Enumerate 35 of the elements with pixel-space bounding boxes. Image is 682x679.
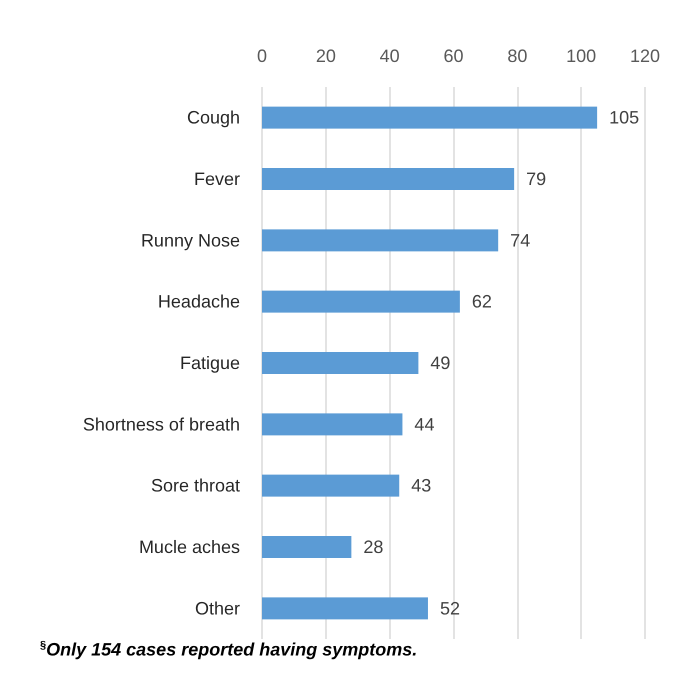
- bar: [262, 229, 498, 252]
- bar: [262, 474, 400, 497]
- y-tick-label: Fever: [194, 169, 240, 189]
- x-tick-label: 80: [507, 46, 528, 66]
- x-tick-label: 40: [380, 46, 400, 66]
- text: §Only 154 cases reported having symptoms.: [40, 640, 418, 660]
- y-tick-label: Other: [194, 598, 240, 618]
- bar: [262, 168, 514, 190]
- y-tick-label: Cough: [186, 108, 240, 128]
- bar: [262, 536, 352, 558]
- y-tick-label: Headache: [158, 292, 240, 312]
- bar: [262, 106, 598, 129]
- y-tick-label: Shortness of breath: [82, 414, 240, 434]
- x-tick-label: 20: [316, 46, 336, 66]
- x-tick-label: 0: [256, 46, 268, 66]
- y-tick-label: Sore throat: [150, 476, 240, 496]
- y-tick-label: Mucle aches: [138, 537, 240, 557]
- data-label: 52: [440, 598, 460, 618]
- y-tick-label: Fatigue: [180, 353, 240, 373]
- data-label: 79: [526, 169, 546, 189]
- bar: [262, 352, 418, 374]
- data-label: 105: [609, 108, 640, 128]
- data-label: 62: [472, 292, 492, 312]
- x-tick-label: 120: [630, 46, 660, 66]
- y-tick-label: Runny Nose: [140, 230, 240, 250]
- data-label: 74: [510, 230, 530, 250]
- bar: [262, 290, 460, 313]
- data-label: 49: [430, 353, 450, 373]
- x-tick-label: 60: [443, 46, 464, 66]
- data-label: 43: [411, 476, 432, 496]
- bar: [262, 413, 402, 436]
- data-label: 28: [363, 537, 384, 557]
- x-tick-label: 100: [566, 46, 596, 66]
- bar: [262, 597, 428, 620]
- data-label: 44: [414, 414, 434, 434]
